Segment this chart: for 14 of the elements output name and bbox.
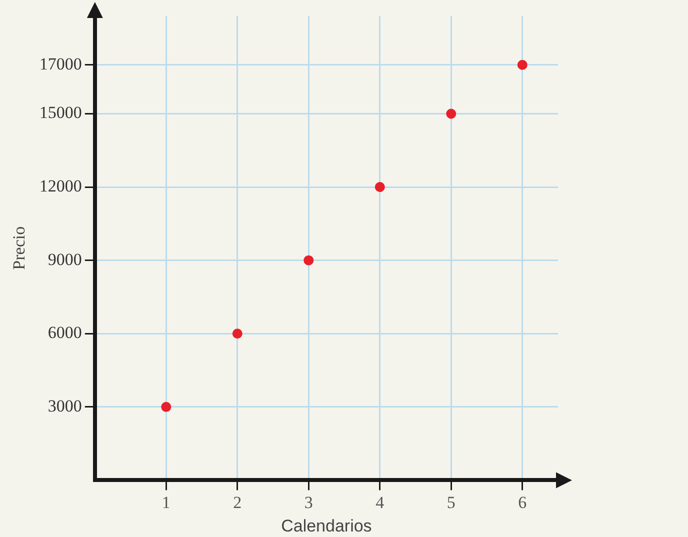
x-axis-title: Calendarios [281, 516, 372, 536]
x-tick-label: 5 [446, 492, 456, 512]
y-tick-label: 12000 [39, 176, 82, 196]
y-axis-title: Precio [10, 226, 29, 270]
y-tick-label: 17000 [39, 54, 82, 74]
x-tick-label: 2 [233, 492, 242, 512]
y-tick-label: 15000 [39, 103, 82, 122]
y-tick-label: 9000 [48, 250, 82, 269]
y-tick-label: 6000 [48, 323, 82, 342]
y-tick-label: 3000 [48, 396, 82, 416]
x-tick-label: 6 [518, 492, 527, 512]
x-tick-label: 1 [162, 492, 170, 512]
x-tick-label: 4 [376, 492, 385, 512]
x-tick-label: 3 [304, 492, 313, 512]
